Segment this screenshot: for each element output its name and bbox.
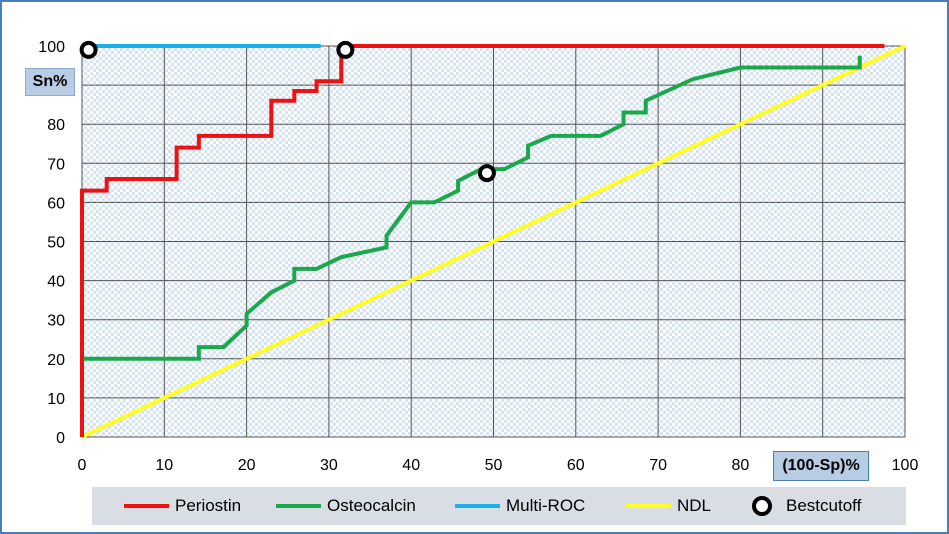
x-tick-label: 60 [567,457,585,474]
x-tick-label: 30 [320,457,338,474]
y-tick-labels: 0102030405060708090100 [38,39,65,447]
series-line-periostin [80,44,885,437]
bestcutoff-markers [79,40,496,183]
y-tick-label: 40 [47,274,65,291]
y-tick-label: 30 [47,313,65,330]
y-tick-label: 70 [47,156,65,173]
y-tick-label: 10 [47,391,65,408]
legend-item-osteocalcin: Osteocalcin [276,487,416,525]
legend-label: Multi-ROC [506,496,586,515]
legend-label: Bestcutoff [786,496,862,515]
legend-swatch [626,504,671,508]
bestcutoff-point [477,164,496,183]
x-tick-label: 100 [892,457,919,474]
x-tick-label: 20 [238,457,256,474]
series-lines [80,44,906,439]
legend-item-ndl: NDL [626,487,711,525]
y-tick-label: 100 [38,39,65,56]
series-line-osteocalcin [80,55,862,437]
legend-label: NDL [677,496,712,515]
x-tick-label: 0 [78,457,87,474]
bestcutoff-point [79,40,98,59]
y-tick-label: 20 [47,352,65,369]
legend-swatch [124,504,169,508]
x-tick-label: 70 [649,457,667,474]
legend-swatch [455,504,500,508]
legend-item-bestcutoff: Bestcutoff [742,487,861,525]
legend-marker [752,496,772,516]
legend-item-multi-roc: Multi-ROC [455,487,585,525]
y-axis-label: Sn% [25,68,75,96]
y-tick-label: 80 [47,117,65,134]
x-tick-label: 80 [732,457,750,474]
y-tick-label: 60 [47,195,65,212]
bestcutoff-point [336,40,355,59]
y-tick-label: 50 [47,235,65,252]
x-tick-label: 10 [155,457,173,474]
legend-swatch [276,504,321,508]
legend-label: Periostin [175,496,242,515]
y-tick-label: 0 [56,430,65,447]
legend-label: Osteocalcin [327,496,416,515]
x-tick-label: 50 [485,457,503,474]
x-tick-label: 40 [402,457,420,474]
legend: Periostin Osteocalcin Multi-ROC NDL Best… [92,487,906,525]
x-axis-label: (100-Sp)% [773,451,869,481]
series-line-ndl [81,44,906,439]
legend-item-periostin: Periostin [124,487,241,525]
